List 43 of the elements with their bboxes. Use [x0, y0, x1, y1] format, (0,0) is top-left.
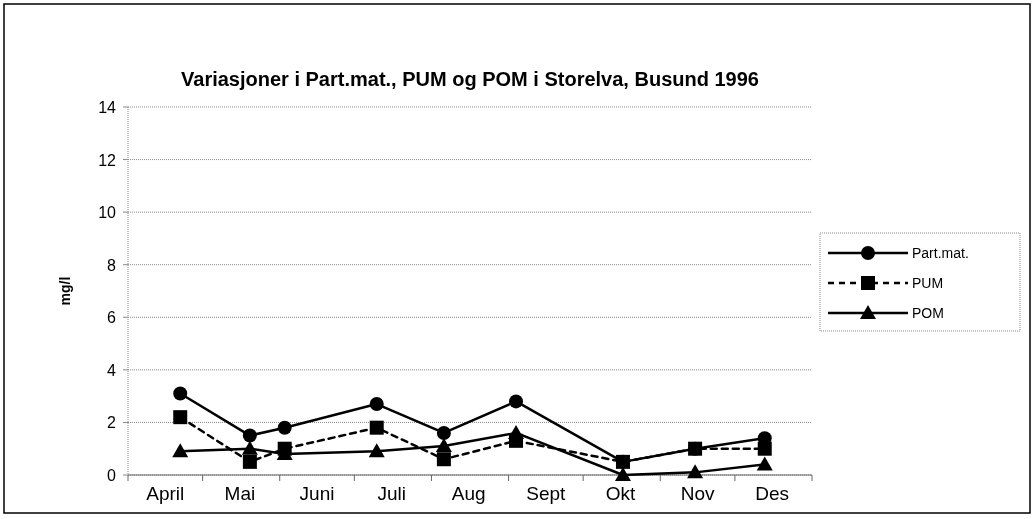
- y-tick-label: 14: [98, 99, 117, 116]
- point: [173, 410, 188, 425]
- text: PUM: [912, 275, 944, 291]
- point: [615, 454, 630, 469]
- point: [756, 456, 773, 471]
- x-tick-label: Okt: [605, 483, 636, 504]
- x-tick-label: Juli: [377, 483, 406, 504]
- point: [368, 443, 385, 458]
- point: [614, 467, 631, 481]
- point: [277, 420, 292, 435]
- point: [508, 424, 525, 439]
- x-tick-label: Sept: [526, 483, 567, 504]
- text: POM: [912, 305, 944, 321]
- point: [436, 452, 451, 467]
- y-axis-title: mg/l: [57, 276, 73, 306]
- point: [688, 441, 703, 456]
- point: [435, 438, 452, 453]
- point: [369, 397, 384, 412]
- y-tick-label: 8: [107, 256, 117, 274]
- y-tick-label: 4: [107, 361, 117, 379]
- point: [242, 428, 257, 443]
- point: [242, 454, 257, 469]
- x-tick-label: Nov: [680, 483, 715, 504]
- point: [687, 464, 704, 479]
- x-tick-label: April: [146, 483, 185, 504]
- x-tick-label: Des: [755, 483, 790, 504]
- point: [172, 443, 189, 458]
- text: Part.mat.: [912, 245, 969, 261]
- point: [436, 425, 451, 440]
- y-tick-label: 0: [107, 467, 117, 484]
- y-tick-label: 12: [98, 151, 117, 169]
- y-tick-label: 6: [107, 309, 117, 327]
- point: [173, 386, 188, 401]
- x-tick-label: Juni: [299, 483, 335, 504]
- point: [757, 441, 772, 456]
- x-tick-label: Aug: [451, 483, 486, 504]
- y-tick-label: 2: [107, 414, 117, 432]
- point: [241, 440, 258, 455]
- y-tick-label: 10: [98, 204, 117, 222]
- point: [509, 394, 524, 409]
- point: [369, 420, 384, 435]
- x-tick-label: Mai: [224, 483, 256, 504]
- chart-title: Variasjoner i Part.mat., PUM og POM i Storelva, Busund 1996: [181, 68, 759, 90]
